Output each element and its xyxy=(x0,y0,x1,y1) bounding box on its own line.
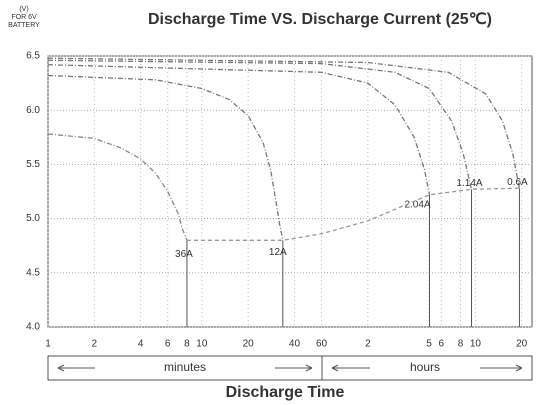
plot-frame xyxy=(47,55,533,328)
unit-arrows xyxy=(57,364,523,372)
series-label: 36A xyxy=(175,249,193,260)
x-tick-label: 6 xyxy=(165,339,171,350)
x-tick-label: 20 xyxy=(516,339,528,350)
x-tick-label: 1 xyxy=(45,339,51,350)
x-tick-label: 20 xyxy=(243,339,255,350)
y-label: BATTERY xyxy=(8,22,40,29)
x-tick-label: 2 xyxy=(92,339,98,350)
unit-band xyxy=(47,355,533,381)
series-label: 12A xyxy=(269,247,287,258)
x-tick-label: 5 xyxy=(426,339,432,350)
x-tick-label: 40 xyxy=(289,339,301,350)
x-tick-label: 6 xyxy=(438,339,444,350)
chart-title: Discharge Time VS. Discharge Current (25… xyxy=(148,11,492,28)
series-label: 0.6A xyxy=(507,177,528,188)
y-label: FOR 6V xyxy=(11,14,37,21)
line-series xyxy=(47,59,473,190)
x-tick-label: 2 xyxy=(365,339,371,350)
line-series xyxy=(47,74,284,241)
y-tick-label: 6.5 xyxy=(26,51,40,62)
line-series xyxy=(47,64,431,195)
x-tick-label: 60 xyxy=(316,339,328,350)
y-label: (V) xyxy=(19,6,28,13)
y-tick-label: 5.5 xyxy=(26,159,40,170)
line-series xyxy=(186,187,520,241)
x-tick-label: 10 xyxy=(196,339,208,350)
y-tick-label: 4.0 xyxy=(26,322,40,333)
x-tick-label: 4 xyxy=(138,339,144,350)
line-series xyxy=(47,57,521,189)
x-tick-label: 10 xyxy=(470,339,482,350)
y-tick-label: 4.5 xyxy=(26,267,40,278)
y-tick-label: 5.0 xyxy=(26,213,40,224)
line-series xyxy=(47,133,188,241)
series-label: 2.04A xyxy=(404,199,430,210)
x-unit: hours xyxy=(410,360,440,374)
series-label: 1.14A xyxy=(456,178,482,189)
x-axis-title: Discharge Time xyxy=(226,384,345,401)
x-tick-label: 8 xyxy=(184,339,190,350)
y-tick-label: 6.0 xyxy=(26,105,40,116)
x-tick-label: 8 xyxy=(458,339,464,350)
x-unit: minutes xyxy=(164,360,206,374)
